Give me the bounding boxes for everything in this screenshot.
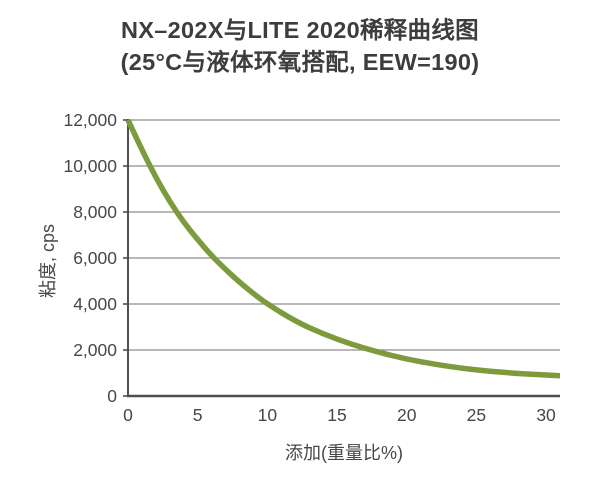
x-tick-label: 20 <box>397 405 417 425</box>
y-tick-label: 12,000 <box>63 110 117 130</box>
chart-title: NX–202X与LITE 2020稀释曲线图 (25°C与液体环氧搭配, EEW… <box>0 14 600 78</box>
x-tick-label: 0 <box>123 405 133 425</box>
y-tick-label: 0 <box>107 386 117 406</box>
chart-title-line1: NX–202X与LITE 2020稀释曲线图 <box>121 17 479 43</box>
curve-path <box>125 118 561 379</box>
x-tick-label: 5 <box>193 405 203 425</box>
y-tick-label: 6,000 <box>73 248 117 268</box>
chart-title-line2: (25°C与液体环氧搭配, EEW=190) <box>120 49 480 75</box>
x-axis-title: 添加(重量比%) <box>285 443 403 463</box>
x-tick-label: 15 <box>327 405 346 425</box>
y-tick-label: 10,000 <box>63 156 117 176</box>
x-tick-label: 10 <box>258 405 278 425</box>
x-tick-label: 25 <box>467 405 486 425</box>
x-tick-label: 30 <box>536 405 556 425</box>
y-axis-title: 粘度, cps <box>38 223 58 299</box>
y-tick-label: 8,000 <box>73 202 117 222</box>
y-tick-label: 4,000 <box>73 294 117 314</box>
y-tick-label: 2,000 <box>73 340 117 360</box>
